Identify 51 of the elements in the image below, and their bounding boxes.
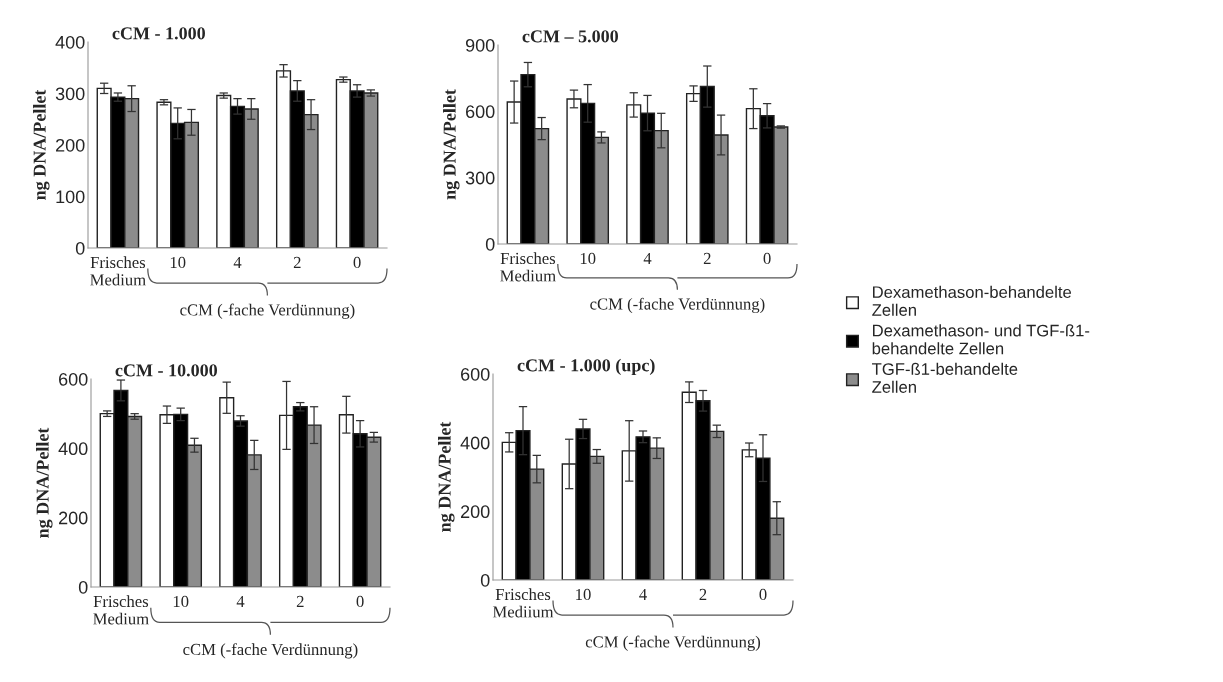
x-tick-label: Frisches Mediium — [492, 588, 554, 618]
y-tick-label: 0 — [480, 573, 490, 587]
y-tick-label: 400 — [460, 436, 490, 450]
x-tick-label: 4 — [643, 252, 652, 264]
x-axis-title: cCM (-fache Verdünnung) — [180, 303, 355, 319]
y-axis-title: ng DNA/Pellet — [36, 427, 53, 538]
y-axis-title: ng DNA/Pellet — [438, 421, 455, 532]
y-tick-label: 400 — [55, 35, 85, 49]
y-tick-label: 0 — [485, 237, 495, 251]
x-tick-label: Frisches Medium — [90, 256, 146, 286]
x-tick-label: Frisches Medium — [500, 252, 556, 282]
x-tick-label: 4 — [639, 588, 647, 600]
legend-label: Dexamethason-behandelte Zellen — [872, 285, 1072, 316]
chart-title: cCM - 1.000 (upc) — [517, 358, 655, 376]
chart-title: cCM - 10.000 — [115, 364, 218, 377]
y-axis-title: ng DNA/Pellet — [443, 89, 460, 200]
legend-label: Dexamethason- und TGF-ß1- behandelte Zellen — [872, 324, 1090, 355]
x-tick-label: 10 — [173, 595, 189, 608]
y-tick-label: 300 — [465, 171, 495, 185]
chart-title: cCM - 1.000 — [112, 27, 205, 40]
y-tick-label: 300 — [55, 87, 85, 101]
x-tick-label: 10 — [580, 252, 596, 265]
legend-label: TGF-ß1-behandelte Zellen — [872, 362, 1018, 393]
y-tick-label: 900 — [465, 38, 495, 52]
x-axis-title: cCM (-fache Verdünnung) — [585, 635, 761, 651]
y-tick-label: 400 — [58, 442, 88, 456]
x-tick-label: Frisches Medium — [93, 595, 149, 625]
x-tick-label: 2 — [293, 256, 301, 268]
x-tick-label: 10 — [170, 256, 186, 269]
x-tick-label: 0 — [356, 595, 364, 608]
y-tick-label: 600 — [466, 105, 495, 119]
y-tick-label: 200 — [56, 138, 85, 152]
x-tick-label: 4 — [233, 256, 242, 268]
x-tick-label: 4 — [236, 595, 245, 607]
y-axis-title: ng DNA/Pellet — [33, 89, 50, 200]
y-tick-label: 200 — [461, 505, 490, 519]
x-tick-label: 0 — [763, 252, 771, 265]
y-tick-label: 600 — [461, 367, 490, 381]
x-tick-label: 10 — [576, 588, 591, 601]
y-tick-label: 600 — [59, 372, 88, 386]
x-tick-label: 2 — [296, 595, 304, 607]
y-tick-label: 0 — [75, 241, 85, 255]
y-tick-label: 100 — [56, 190, 85, 204]
y-tick-label: 200 — [59, 511, 88, 525]
chart-title: cCM – 5.000 — [522, 30, 619, 43]
x-axis-title: cCM (-fache Verdünnung) — [183, 643, 358, 659]
x-tick-label: 2 — [703, 252, 711, 264]
x-tick-label: 2 — [699, 588, 707, 600]
x-tick-label: 0 — [759, 588, 767, 601]
x-axis-title: cCM (-fache Verdünnung) — [590, 297, 765, 314]
x-tick-label: 0 — [353, 256, 361, 269]
